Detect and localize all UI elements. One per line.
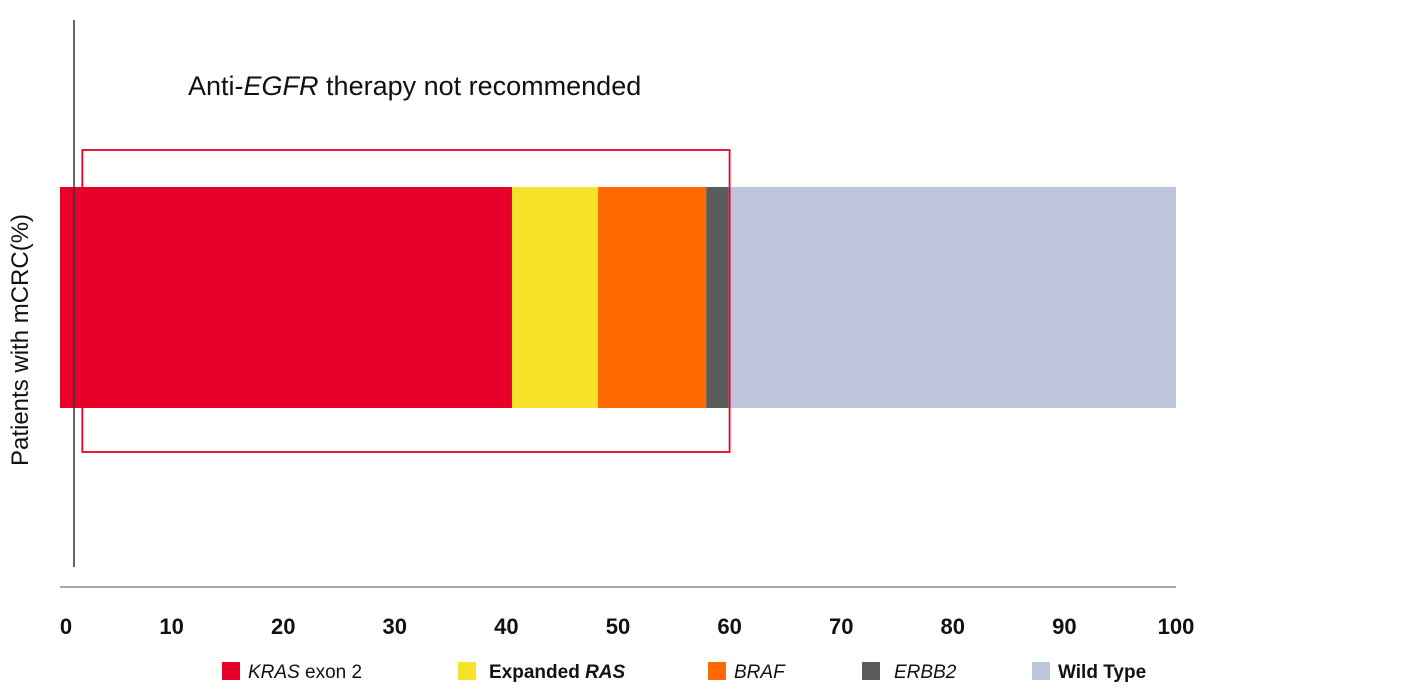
- legend-swatch-2: [708, 662, 726, 680]
- x-tick-label: 70: [829, 614, 853, 639]
- legend-swatch-1: [458, 662, 476, 680]
- bar-segment-0: [60, 187, 512, 408]
- legend-swatch-4: [1032, 662, 1050, 680]
- y-axis-label: Patients with mCRC(%): [7, 214, 34, 466]
- annotation-label: Anti-EGFR therapy not recommended: [188, 71, 641, 101]
- legend-label-2: BRAF: [734, 662, 786, 683]
- axes-group: Patients with mCRC(%): [7, 20, 1176, 588]
- x-tick-label: 40: [494, 614, 518, 639]
- legend: KRAS exon 2 Expanded RAS BRAF ERBB2 Wild Typ…: [222, 662, 1146, 683]
- x-tick-label: 20: [271, 614, 295, 639]
- x-tick-label: 80: [941, 614, 965, 639]
- x-tick-label: 90: [1052, 614, 1076, 639]
- bar-segment-1: [511, 187, 598, 408]
- bar-group: [60, 187, 1176, 408]
- x-tick-label: 30: [383, 614, 407, 639]
- x-tick-label: 10: [159, 614, 183, 639]
- bar-segment-2: [597, 187, 707, 408]
- annotation-box: [81, 149, 731, 453]
- x-tick-label: 0: [60, 614, 72, 639]
- legend-swatch-0: [222, 662, 240, 680]
- legend-label-1: Expanded RAS: [489, 662, 626, 683]
- x-tick-label: 60: [717, 614, 741, 639]
- bar-segment-3: [706, 187, 729, 408]
- legend-swatch-3: [862, 662, 880, 680]
- bar-segment-4: [728, 187, 1176, 408]
- annotation-group: Anti-EGFR therapy not recommended: [81, 71, 731, 453]
- legend-label-4: Wild Type: [1058, 662, 1146, 683]
- x-tick-label: 100: [1158, 614, 1195, 639]
- x-tick-labels: 0 10 20 30 40 50 60 70 80 90 100: [60, 614, 1194, 639]
- x-tick-label: 50: [606, 614, 630, 639]
- legend-label-0: KRAS exon 2: [248, 662, 362, 683]
- legend-label-3: ERBB2: [894, 662, 957, 683]
